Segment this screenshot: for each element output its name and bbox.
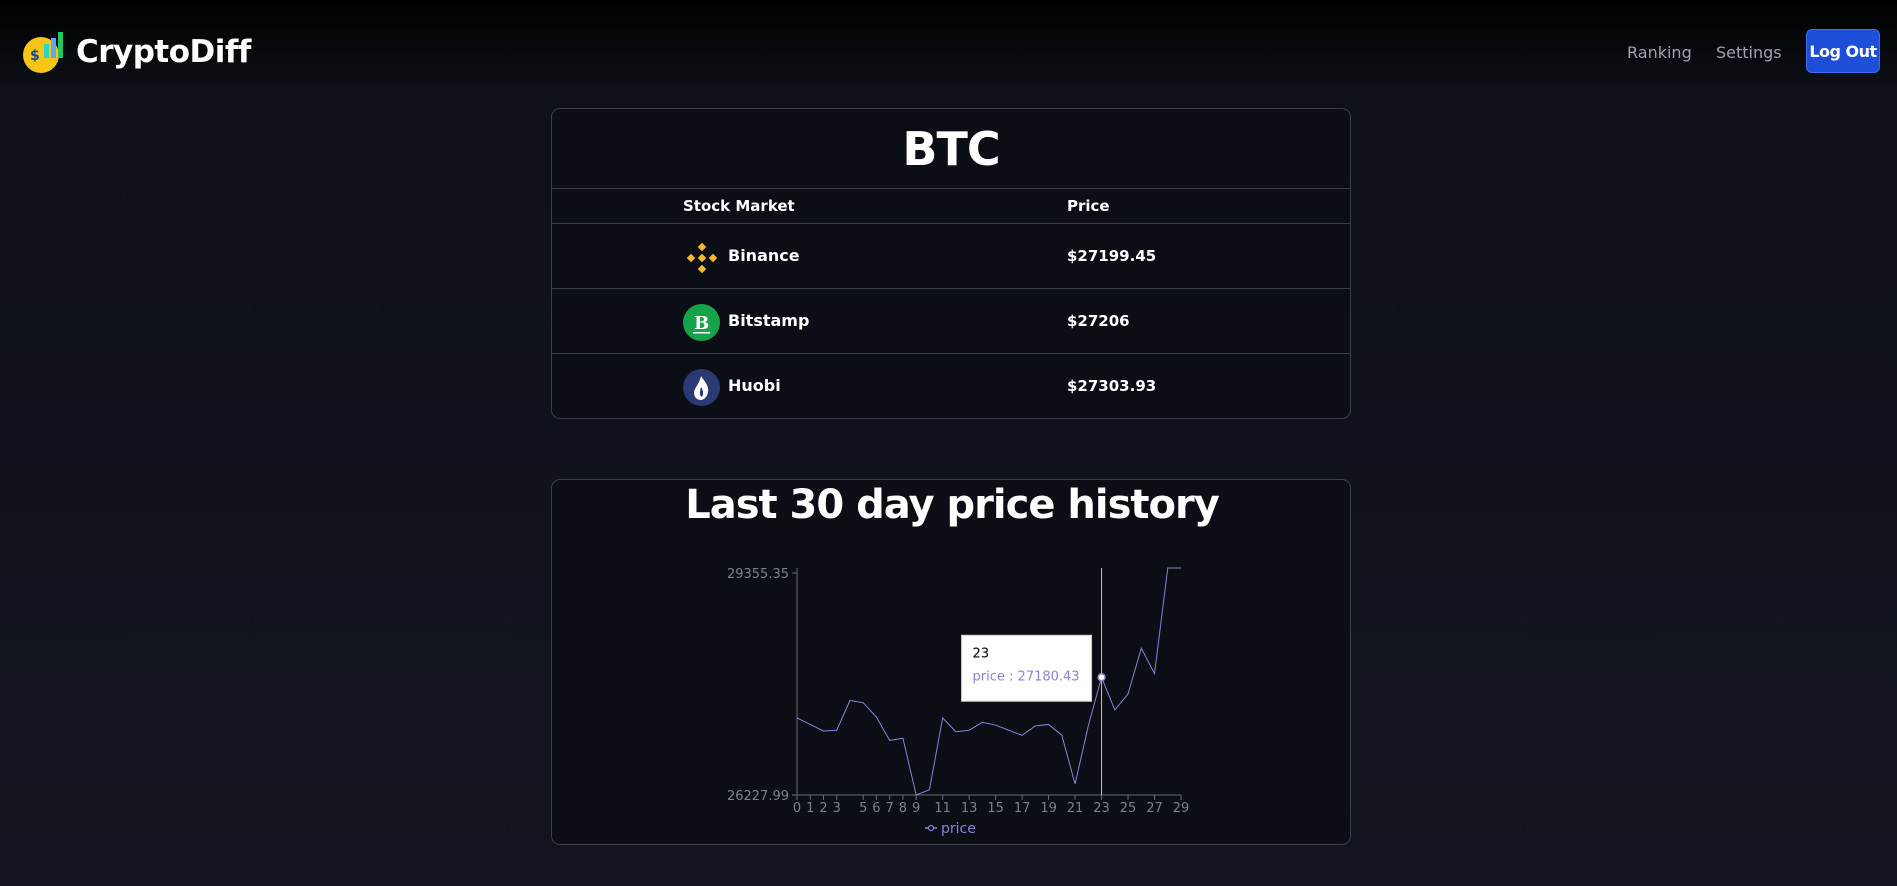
table-row: B Bitstamp $27206 [552, 289, 1350, 354]
legend-label: price [941, 821, 976, 837]
svg-text:B: B [694, 313, 709, 334]
x-tick-label: 2 [819, 801, 827, 816]
history-title: Last 30 day price history [685, 482, 1220, 528]
x-tick-label: 13 [961, 801, 978, 816]
x-tick-label: 7 [886, 801, 894, 816]
x-tick-label: 21 [1067, 801, 1084, 816]
price-series-line [796, 567, 1181, 796]
exchange-name: Binance [728, 246, 800, 265]
active-data-point [1097, 673, 1106, 682]
x-tick-label: 17 [1014, 801, 1031, 816]
x-tick-label: 27 [1146, 801, 1163, 816]
x-tick-label: 5 [859, 801, 867, 816]
exchange-name: Huobi [728, 376, 781, 395]
nav-ranking-link[interactable]: Ranking [1627, 43, 1692, 62]
x-tick-label: 23 [1093, 801, 1110, 816]
price-history-card: Last 30 day price history 29355.35 26227.… [551, 479, 1351, 845]
huobi-icon [683, 369, 720, 406]
tooltip-value: price : 27180.43 [973, 669, 1080, 684]
x-tick-label: 6 [872, 801, 880, 816]
x-tick-label: 9 [912, 801, 920, 816]
y-tick-label: 29355.35 [727, 567, 789, 582]
legend-dot-icon [927, 824, 935, 832]
table-row: Binance $27199.45 [552, 224, 1350, 289]
binance-icon [683, 239, 720, 276]
coin-title: BTC [552, 109, 1350, 189]
x-tick-label: 3 [833, 801, 841, 816]
exchange-name: Bitstamp [728, 311, 810, 330]
x-tick-label: 8 [899, 801, 907, 816]
chart-tooltip [961, 634, 1093, 702]
x-tick-label: 25 [1120, 801, 1137, 816]
svg-text:$: $ [30, 48, 40, 64]
x-tick-label: 29 [1173, 801, 1190, 816]
navbar: $ CryptoDiff Ranking Settings Log Out [0, 0, 1897, 105]
table-header: Stock Market Price [552, 189, 1350, 224]
bitstamp-icon: B [683, 304, 720, 341]
coin-chart-logo-icon: $ [23, 32, 63, 73]
logout-button[interactable]: Log Out [1806, 29, 1880, 73]
brand[interactable]: $ CryptoDiff [22, 30, 251, 74]
price-comparison-card: BTC Stock Market Price Binance $27199.45… [551, 108, 1351, 419]
exchange-price: $27206 [1067, 312, 1130, 330]
header-price: Price [1067, 197, 1110, 215]
exchange-price: $27199.45 [1067, 247, 1157, 265]
x-tick-label: 19 [1040, 801, 1057, 816]
y-tick-label: 26227.99 [727, 789, 789, 804]
nav-settings-link[interactable]: Settings [1716, 43, 1782, 62]
x-tick-label: 0 [793, 801, 801, 816]
x-tick-label: 1 [806, 801, 814, 816]
tooltip-label: 23 [973, 646, 990, 661]
header-market: Stock Market [683, 197, 795, 215]
exchange-price: $27303.93 [1067, 377, 1157, 395]
table-row: Huobi $27303.93 [552, 354, 1350, 419]
x-tick-label: 11 [934, 801, 951, 816]
brand-name: CryptoDiff [76, 34, 251, 70]
x-tick-label: 15 [987, 801, 1004, 816]
